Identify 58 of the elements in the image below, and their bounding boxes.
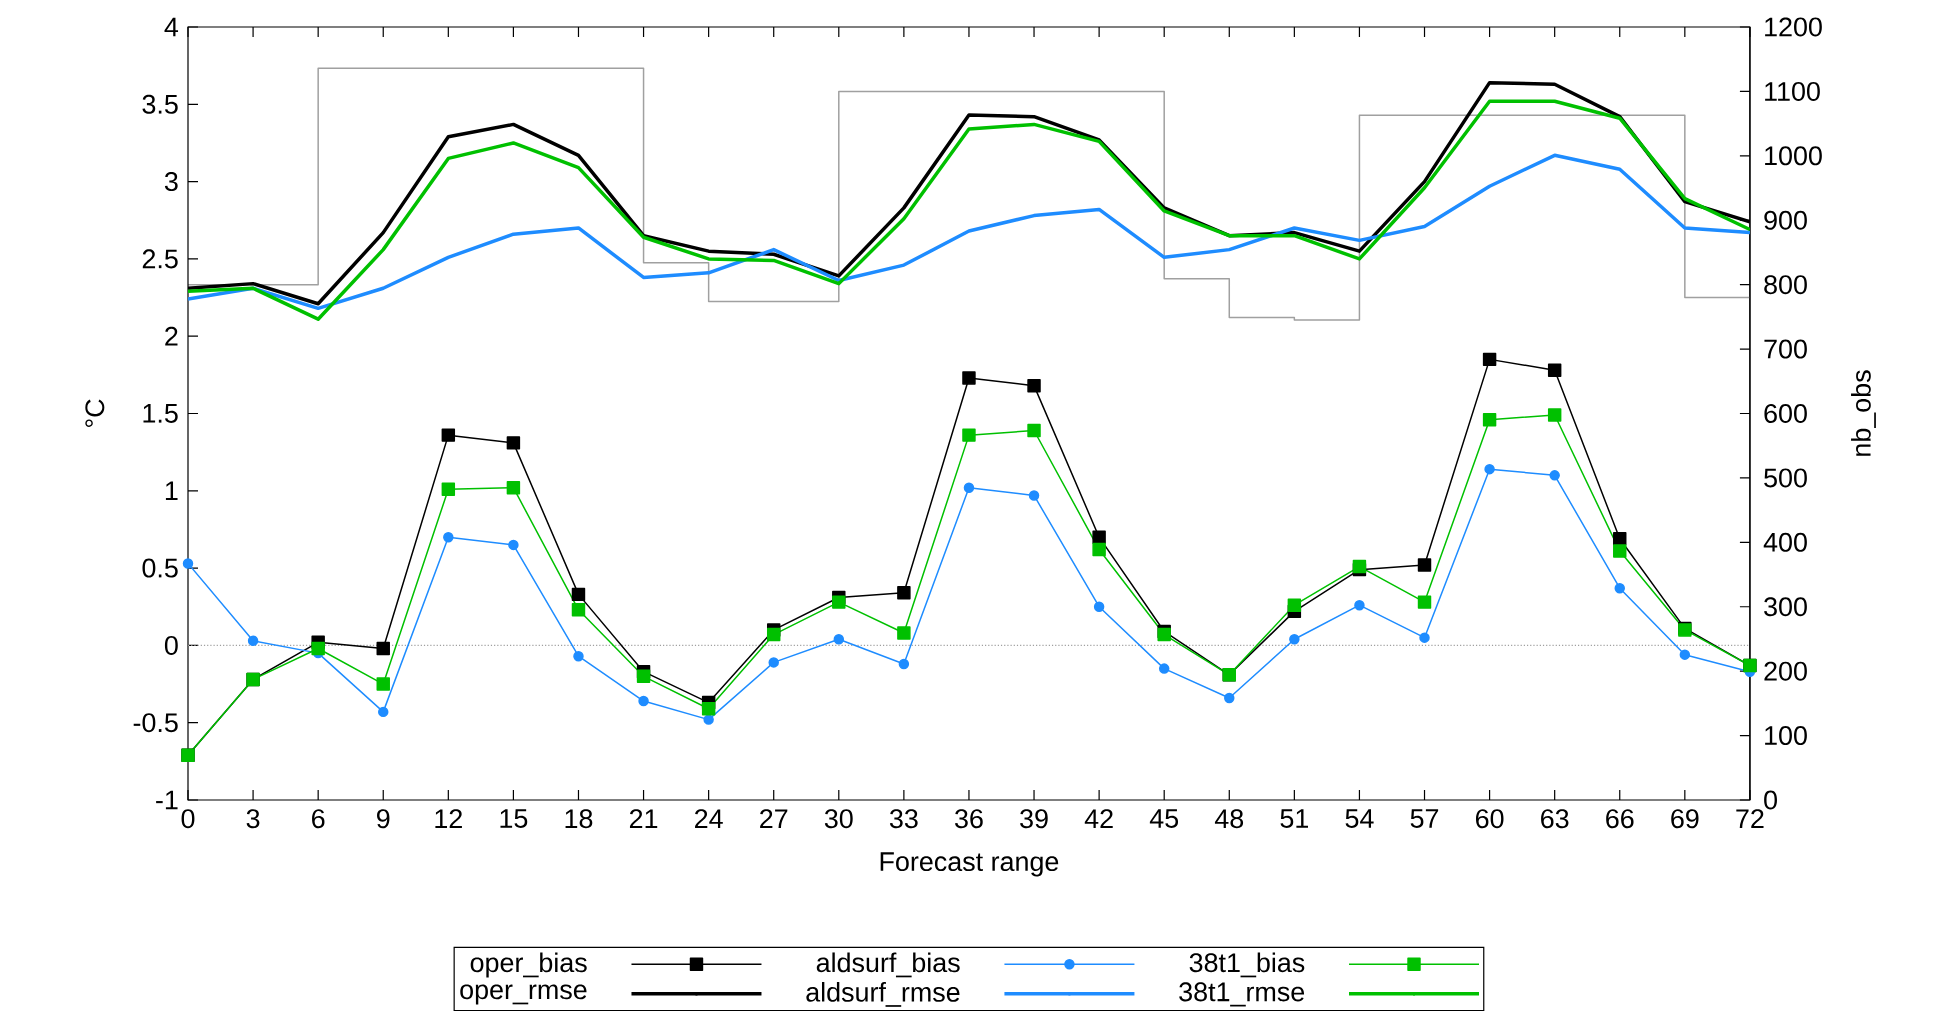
x-tick-label: 15 [500, 809, 528, 828]
y-tick-label: 4 [164, 17, 179, 37]
y-tick-label: -0.5 [133, 713, 178, 733]
x-tick-label: 0 [181, 809, 195, 829]
x-tick-label: 39 [1020, 809, 1048, 829]
legend-label: oper_bias [470, 952, 587, 978]
x-tick-label: 6 [312, 809, 325, 829]
legend-label: 38t1_rmse [1179, 982, 1305, 1007]
y2-tick-label: 1100 [1765, 81, 1820, 101]
x-tick-label: 60 [1475, 809, 1504, 829]
x-tick-label: 9 [377, 809, 390, 829]
legend-label: 38t1_bias [1189, 952, 1305, 978]
y2-tick-label: 100 [1765, 726, 1807, 746]
y2-axis-title: nb_obs [1851, 370, 1876, 456]
legend-label: oper_rmse [460, 984, 587, 1005]
y-tick-label: 2 [165, 326, 178, 346]
y2-tick-label: 600 [1764, 403, 1807, 424]
x-tick-label: 27 [760, 809, 788, 828]
x-tick-label: 18 [565, 809, 593, 829]
y-tick-label: -1 [156, 790, 178, 810]
x-tick-label: 24 [695, 809, 723, 828]
x-tick-label: 42 [1084, 809, 1113, 828]
y-tick-label: 1 [165, 481, 178, 501]
y2-tick-label: 200 [1764, 661, 1807, 681]
x-tick-label: 69 [1671, 809, 1699, 829]
y-tick-label: 3.5 [142, 94, 178, 114]
y-tick-label: 2.5 [142, 249, 178, 269]
x-tick-label: 72 [1736, 809, 1764, 828]
legend-label: aldsurf_bias [816, 952, 960, 978]
x-tick-label: 48 [1214, 809, 1244, 829]
y-tick-label: 3 [164, 172, 178, 192]
x-tick-label: 51 [1280, 809, 1309, 828]
x-tick-label: 33 [889, 809, 918, 829]
y-tick-label: 0 [164, 635, 178, 655]
y2-tick-label: 400 [1763, 532, 1807, 552]
y2-tick-label: 500 [1764, 468, 1807, 488]
y-tick-label: 1.5 [143, 404, 178, 423]
x-axis-title: Forecast range [880, 852, 1059, 877]
y-axis-title: °C [85, 399, 105, 427]
y2-tick-label: 800 [1764, 275, 1807, 295]
y2-tick-label: 1000 [1765, 146, 1822, 166]
legend-label: aldsurf_rmse [806, 981, 960, 1007]
x-tick-label: 57 [1410, 809, 1439, 828]
x-tick-label: 54 [1345, 809, 1374, 828]
x-tick-label: 66 [1606, 809, 1634, 829]
x-tick-label: 45 [1149, 809, 1179, 828]
y2-tick-label: 700 [1764, 339, 1807, 359]
x-tick-label: 36 [955, 809, 983, 829]
x-tick-label: 30 [824, 809, 853, 829]
y2-tick-label: 0 [1764, 790, 1777, 810]
x-tick-label: 3 [246, 809, 260, 829]
x-tick-label: 21 [629, 809, 658, 828]
y2-tick-label: 300 [1764, 597, 1807, 617]
y2-tick-label: 1200 [1765, 17, 1822, 37]
y2-tick-label: 900 [1764, 210, 1807, 230]
y-tick-label: 0.5 [142, 558, 178, 578]
x-tick-label: 12 [435, 809, 462, 828]
x-tick-label: 63 [1541, 809, 1569, 829]
